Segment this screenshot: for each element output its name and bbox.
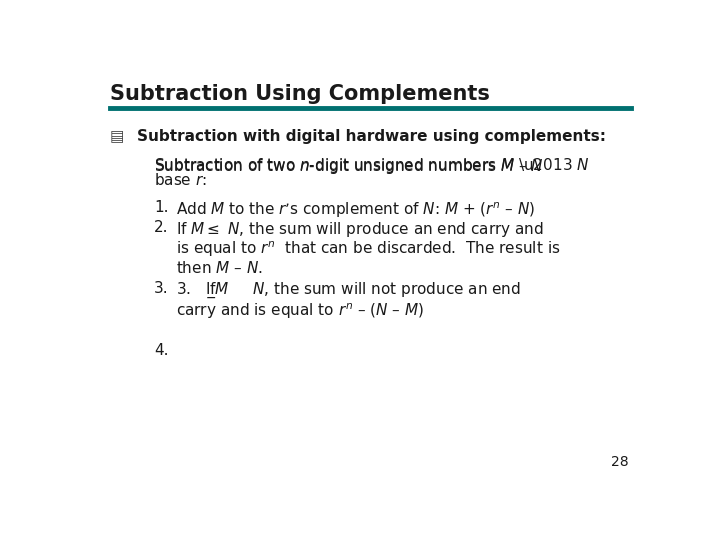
Text: Subtraction of two $\mathit{n}$-digit unsigned numbers $\mathit{M}$ – $\mathit{N: Subtraction of two $\mathit{n}$-digit un… xyxy=(154,157,544,176)
Text: 4.: 4. xyxy=(154,343,168,359)
Text: 3.: 3. xyxy=(154,281,168,296)
Text: is equal to $\mathit{r}^{n}$  that can be discarded.  The result is: is equal to $\mathit{r}^{n}$ that can be… xyxy=(176,240,561,259)
Text: ▤: ▤ xyxy=(109,129,124,144)
Text: carry and is equal to $\mathit{r}^{n}$ – ($\mathit{N}$ – $\mathit{M}$): carry and is equal to $\mathit{r}^{n}$ –… xyxy=(176,301,425,321)
Text: base $\mathit{r}$:: base $\mathit{r}$: xyxy=(154,172,207,188)
Text: If $\mathit{M}\leq$ $\mathit{N}$, the sum will produce an end carry and: If $\mathit{M}\leq$ $\mathit{N}$, the su… xyxy=(176,220,544,239)
Text: Subtraction with digital hardware using complements:: Subtraction with digital hardware using … xyxy=(138,129,606,144)
Text: Subtraction of two $\mathit{n}$-digit unsigned numbers $\mathit{M}$ \u2013 $\mat: Subtraction of two $\mathit{n}$-digit un… xyxy=(154,156,590,176)
Text: 1.: 1. xyxy=(154,200,168,215)
Text: then $\mathit{M}$ – $\mathit{N}$.: then $\mathit{M}$ – $\mathit{N}$. xyxy=(176,260,264,276)
Text: Subtraction Using Complements: Subtraction Using Complements xyxy=(109,84,490,104)
Text: 2.: 2. xyxy=(154,220,168,235)
Text: Add $\mathit{M}$ to the $\mathit{r}$’s complement of $\mathit{N}$: $\mathit{M}$ : Add $\mathit{M}$ to the $\mathit{r}$’s c… xyxy=(176,200,536,220)
Text: 28: 28 xyxy=(611,455,629,469)
Text: 3.   If̲$\mathit{M}$     $\mathit{N}$, the sum will not produce an end: 3. If̲$\mathit{M}$ $\mathit{N}$, the sum… xyxy=(176,281,521,300)
Text: Subtraction of two – base –: Subtraction of two – base – xyxy=(154,156,361,171)
